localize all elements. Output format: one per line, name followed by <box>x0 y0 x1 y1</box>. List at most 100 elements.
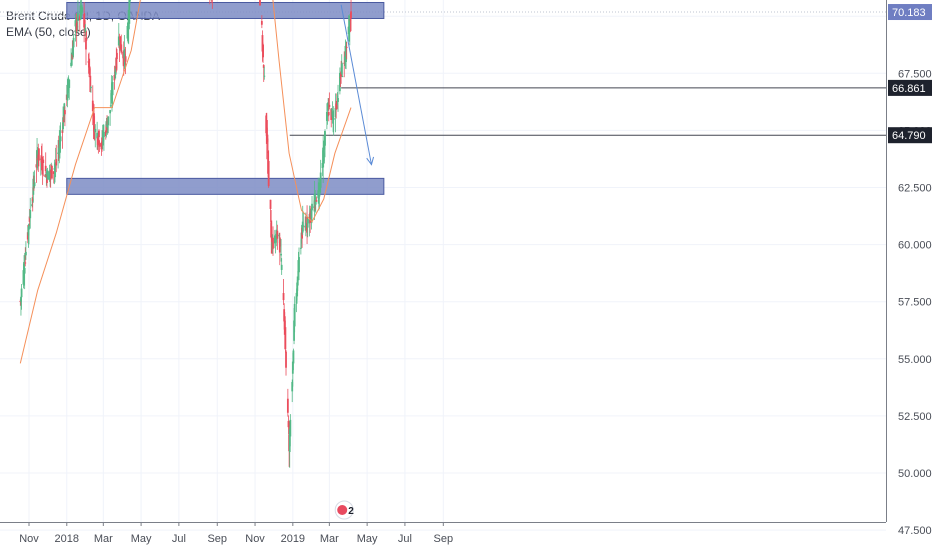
candle[interactable] <box>295 292 298 304</box>
candle[interactable] <box>314 207 317 209</box>
candle[interactable] <box>117 36 120 46</box>
candle[interactable] <box>301 221 304 233</box>
candle[interactable] <box>79 5 82 15</box>
candle[interactable] <box>317 182 320 199</box>
candle[interactable] <box>49 173 51 175</box>
candle[interactable] <box>280 264 283 270</box>
candle[interactable] <box>25 251 27 256</box>
candle[interactable] <box>97 138 100 146</box>
candle[interactable] <box>318 193 321 197</box>
candle[interactable] <box>313 193 316 212</box>
candle[interactable] <box>328 104 331 107</box>
candle[interactable] <box>349 19 352 21</box>
candle[interactable] <box>81 7 84 13</box>
candle[interactable] <box>106 127 108 133</box>
candle[interactable] <box>343 62 346 64</box>
candle[interactable] <box>293 320 295 341</box>
candle[interactable] <box>330 108 333 120</box>
candle[interactable] <box>296 279 299 286</box>
candle[interactable] <box>90 86 92 88</box>
candle[interactable] <box>327 112 330 116</box>
candle[interactable] <box>301 227 304 239</box>
candle[interactable] <box>85 37 87 50</box>
candle[interactable] <box>42 159 45 164</box>
candle[interactable] <box>262 65 265 68</box>
candle[interactable] <box>51 165 53 179</box>
candle[interactable] <box>23 267 26 274</box>
candle[interactable] <box>94 128 97 133</box>
candle[interactable] <box>96 132 99 139</box>
candle[interactable] <box>98 142 101 147</box>
candle[interactable] <box>299 247 302 249</box>
candle[interactable] <box>62 117 64 130</box>
candle[interactable] <box>259 0 261 6</box>
candle[interactable] <box>84 28 87 33</box>
candle[interactable] <box>276 230 279 239</box>
candle[interactable] <box>293 303 296 327</box>
candle[interactable] <box>61 130 64 133</box>
candle[interactable] <box>52 171 55 174</box>
candle[interactable] <box>20 297 22 302</box>
candle[interactable] <box>111 97 113 101</box>
candle[interactable] <box>62 119 65 123</box>
candle[interactable] <box>280 253 282 256</box>
candle[interactable] <box>63 103 66 117</box>
candle[interactable] <box>89 75 92 93</box>
candle[interactable] <box>35 164 38 168</box>
candle[interactable] <box>44 165 47 172</box>
candle[interactable] <box>72 46 74 56</box>
candle[interactable] <box>348 15 351 32</box>
candle[interactable] <box>55 159 58 166</box>
candle[interactable] <box>335 103 338 109</box>
candle[interactable] <box>91 100 94 112</box>
candle[interactable] <box>263 75 266 77</box>
candle[interactable] <box>72 37 75 48</box>
candle[interactable] <box>123 49 126 59</box>
candle[interactable] <box>291 381 294 392</box>
candle[interactable] <box>287 420 290 428</box>
candle[interactable] <box>68 79 71 88</box>
candle[interactable] <box>24 262 27 264</box>
projection-arrow[interactable] <box>340 4 372 165</box>
candle[interactable] <box>330 108 333 111</box>
candle[interactable] <box>332 112 334 120</box>
candle[interactable] <box>337 98 339 102</box>
candle[interactable] <box>345 45 347 62</box>
candle[interactable] <box>310 208 313 219</box>
candle[interactable] <box>262 44 264 58</box>
candle[interactable] <box>114 66 117 75</box>
candle[interactable] <box>298 257 300 273</box>
candle[interactable] <box>44 175 47 177</box>
candle[interactable] <box>322 152 325 161</box>
candle[interactable] <box>111 81 114 96</box>
candle[interactable] <box>285 351 287 368</box>
candle[interactable] <box>57 152 60 154</box>
candle[interactable] <box>116 52 118 60</box>
candle[interactable] <box>71 53 74 60</box>
candle[interactable] <box>20 288 23 298</box>
candle[interactable] <box>103 131 105 138</box>
candle[interactable] <box>304 222 307 231</box>
candle[interactable] <box>309 212 312 223</box>
candle[interactable] <box>58 145 61 155</box>
candle[interactable] <box>54 165 56 169</box>
candle[interactable] <box>338 72 341 92</box>
candle[interactable] <box>345 46 348 48</box>
candle[interactable] <box>93 113 95 117</box>
candle[interactable] <box>284 327 287 349</box>
candle[interactable] <box>104 130 107 137</box>
candle[interactable] <box>341 76 344 78</box>
candle[interactable] <box>32 178 35 195</box>
candle[interactable] <box>27 226 30 236</box>
candle[interactable] <box>291 361 294 374</box>
candle[interactable] <box>70 58 73 66</box>
candle[interactable] <box>48 171 51 181</box>
candle[interactable] <box>275 233 278 240</box>
candle[interactable] <box>278 234 281 237</box>
candle[interactable] <box>119 36 122 50</box>
candle[interactable] <box>340 73 343 77</box>
candle[interactable] <box>85 39 88 41</box>
candle[interactable] <box>128 0 131 24</box>
candle[interactable] <box>64 110 66 115</box>
candle[interactable] <box>53 168 56 170</box>
